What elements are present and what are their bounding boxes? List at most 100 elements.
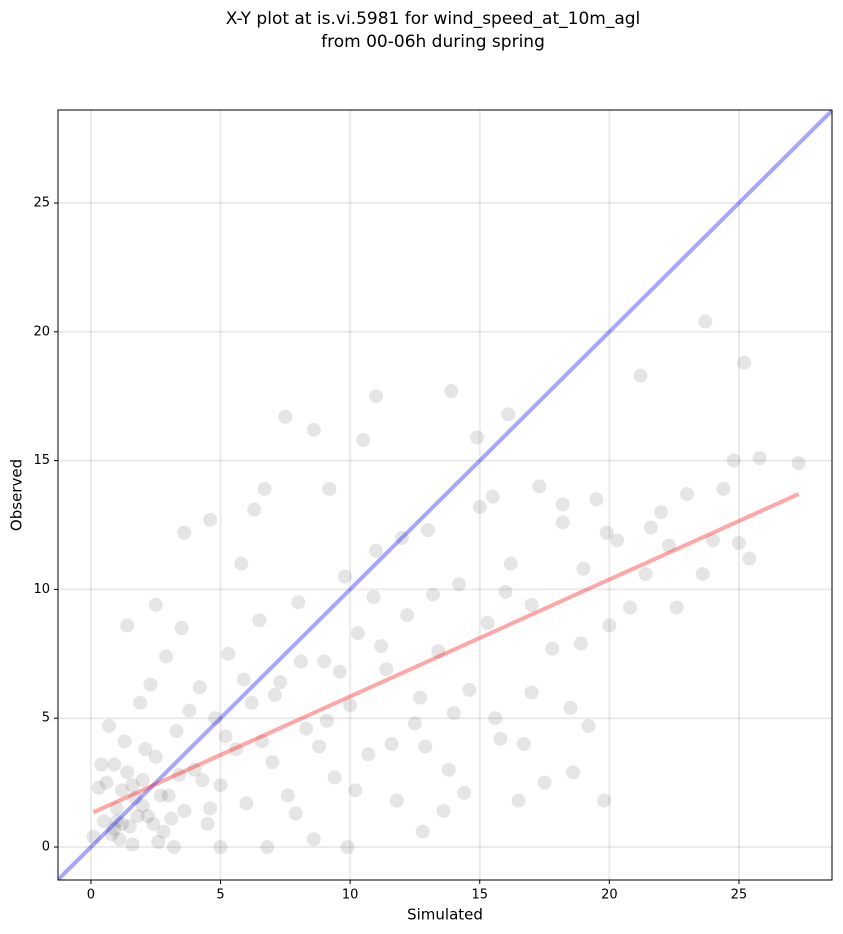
scatter-point (172, 767, 187, 782)
scatter-point (407, 716, 422, 731)
scatter-point (669, 600, 684, 615)
scatter-point (115, 783, 130, 798)
chart-subtitle: from 00-06h during spring (321, 32, 545, 52)
scatter-point (86, 829, 101, 844)
scatter-point (252, 613, 267, 628)
scatter-point (742, 551, 757, 566)
scatter-point (254, 734, 269, 749)
scatter-point (400, 608, 415, 623)
scatter-point (366, 590, 381, 605)
scatter-point (394, 530, 409, 545)
scatter-point (327, 770, 342, 785)
scatter-point (420, 523, 435, 538)
scatter-point (716, 481, 731, 496)
scatter-point (566, 765, 581, 780)
scatter-point (218, 729, 233, 744)
scatter-point (472, 499, 487, 514)
x-tick-label: 20 (601, 888, 618, 903)
scatter-point (643, 520, 658, 535)
scatter-point (488, 711, 503, 726)
scatter-point (239, 796, 254, 811)
scatter-point (524, 597, 539, 612)
scatter-point (356, 433, 371, 447)
scatter-point (516, 736, 531, 751)
scatter-point (164, 811, 179, 826)
scatter-point (130, 809, 145, 824)
scatter-point (247, 502, 262, 517)
scatter-point (143, 677, 158, 692)
scatter-point (545, 641, 560, 656)
scatter-point (599, 525, 614, 540)
scatter-point (127, 791, 142, 806)
scatter-point (153, 788, 168, 803)
scatter-point (146, 816, 161, 831)
scatter-point (104, 827, 119, 842)
scatter-point (312, 739, 327, 754)
scatter-point (156, 824, 171, 839)
scatter-point (293, 654, 308, 669)
scatter-point (332, 664, 347, 679)
y-tick-label: 0 (42, 840, 50, 855)
scatter-point (737, 355, 752, 370)
scatter-point (133, 695, 148, 710)
scatter-point (501, 407, 516, 422)
scatter-point (257, 481, 272, 496)
scatter-point (638, 566, 653, 581)
scatter-point (107, 757, 122, 772)
scatter-point (706, 533, 721, 548)
scatter-point (680, 487, 695, 502)
scatter-point (273, 675, 288, 690)
scatter-point (192, 680, 207, 695)
scatter-point (589, 492, 604, 507)
scatter-point (415, 824, 430, 839)
scatter-point (726, 453, 741, 468)
scatter-point (267, 688, 282, 703)
scatter-point (288, 806, 303, 821)
scatter-point (135, 773, 150, 788)
scatter-point (109, 814, 124, 829)
scatter-point (581, 718, 596, 733)
scatter-point (280, 788, 295, 803)
scatter-point (234, 556, 249, 571)
scatter-point (203, 512, 218, 527)
y-tick-label: 20 (33, 324, 50, 339)
scatter-point (661, 538, 676, 553)
scatter-point (446, 706, 461, 721)
scatter-point (426, 587, 441, 602)
y-tick-label: 10 (33, 582, 50, 597)
scatter-point (112, 832, 127, 847)
x-tick-label: 15 (471, 888, 488, 903)
plot-frame (57, 109, 833, 881)
y-tick-label: 15 (33, 453, 50, 468)
scatter-point (374, 639, 389, 654)
y-axis-label: Observed (8, 459, 26, 531)
scatter-point (633, 368, 648, 383)
scatter-point (236, 672, 251, 687)
scatter-point (260, 840, 275, 855)
grid (58, 110, 832, 880)
scatter-point (306, 832, 321, 847)
scatter-point (244, 695, 259, 710)
scatter-point (117, 734, 132, 749)
scatter-point (511, 793, 526, 808)
scatter-point (444, 384, 459, 399)
scatter-point (122, 819, 137, 834)
scatter-point (470, 430, 485, 445)
scatter-point (602, 618, 617, 633)
scatter-point (369, 389, 384, 404)
scatter-point (138, 742, 153, 757)
scatter-point (752, 451, 767, 466)
scatter-point (319, 713, 334, 728)
scatter-point (462, 682, 477, 697)
scatter-point (654, 505, 669, 520)
axes: 0 5 10 15 20 25 0 5 10 15 20 25 (33, 195, 747, 902)
scatter-point (485, 489, 500, 504)
scatter-point (317, 654, 332, 669)
scatter-point (493, 731, 508, 746)
scatter-point (537, 775, 552, 790)
scatter-point (169, 724, 184, 739)
scatter-point (418, 739, 433, 754)
scatter-point (140, 809, 155, 824)
scatter-point (532, 479, 547, 494)
